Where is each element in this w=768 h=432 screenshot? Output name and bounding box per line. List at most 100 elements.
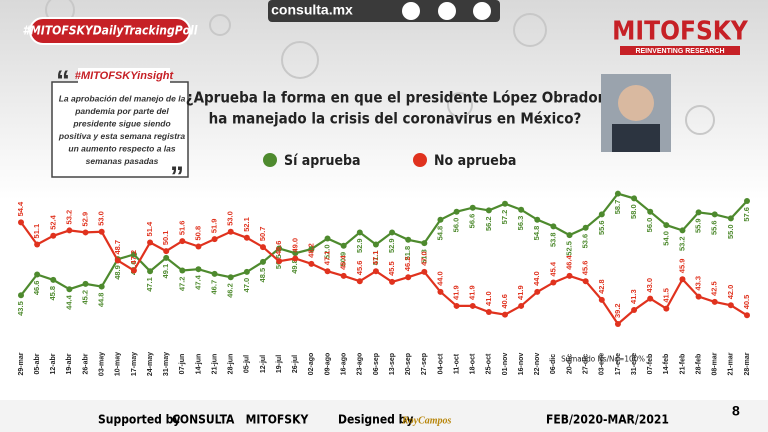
- data-label: 53.0: [226, 211, 235, 226]
- x-tick-label: 28-jun: [228, 354, 235, 375]
- x-tick-label: 04-oct: [437, 353, 444, 374]
- data-point: [308, 260, 315, 267]
- data-label: 47.1: [145, 277, 154, 292]
- data-point: [82, 280, 89, 287]
- data-label: 52.9: [387, 238, 396, 253]
- x-tick-label: 19-abr: [66, 353, 73, 374]
- insight-line: presidente sigue siendo: [72, 118, 170, 128]
- data-label: 47.1: [323, 251, 332, 266]
- data-point: [469, 302, 476, 309]
- x-tick-label: 13-sep: [389, 353, 396, 375]
- data-label: 41.5: [661, 288, 670, 303]
- facebook-icon[interactable]: [438, 2, 456, 20]
- x-tick-label: 20-sep: [405, 353, 412, 375]
- data-point: [744, 198, 750, 205]
- data-point: [82, 229, 89, 236]
- data-label: 57.6: [742, 207, 751, 222]
- x-tick-label: 16-nov: [518, 353, 525, 376]
- data-label: 47.0: [419, 251, 428, 266]
- data-label: 40.5: [742, 295, 751, 310]
- x-tick-label: 28-mar: [744, 352, 751, 375]
- x-tick-label: 01-nov: [502, 353, 509, 376]
- data-label: 52.9: [81, 212, 90, 227]
- x-tick-label: 20-dic: [566, 354, 573, 374]
- site-link[interactable]: consulta.mx: [271, 2, 353, 18]
- data-label: 42.5: [710, 281, 719, 296]
- data-label: 44.4: [64, 294, 73, 309]
- x-tick-label: 12-abr: [50, 353, 57, 374]
- designed-label: Designed by: [338, 413, 413, 427]
- data-point: [421, 240, 428, 247]
- data-label: 52.0: [323, 244, 332, 259]
- data-point: [453, 208, 460, 215]
- data-label: 45.6: [581, 261, 590, 276]
- data-point: [66, 227, 73, 234]
- data-point: [340, 272, 347, 279]
- data-label: 39.2: [613, 303, 622, 318]
- data-label: 50.8: [193, 226, 202, 241]
- data-label: 49.1: [161, 264, 170, 279]
- x-tick-label: 12-jul: [260, 355, 267, 373]
- youtube-icon[interactable]: [473, 2, 491, 20]
- data-point: [566, 272, 573, 279]
- data-label: 44.0: [435, 271, 444, 286]
- data-point: [292, 250, 299, 257]
- data-point: [98, 283, 105, 290]
- data-point: [18, 219, 24, 226]
- data-point: [324, 268, 331, 275]
- data-label: 51.8: [403, 246, 412, 261]
- data-point: [66, 286, 73, 293]
- data-point: [727, 215, 734, 222]
- data-point: [260, 244, 266, 251]
- x-tick-label: 25-oct: [486, 353, 493, 374]
- data-label: 55.0: [726, 224, 735, 239]
- designer: RoyCampos: [401, 415, 452, 426]
- x-tick-label: 02-ago: [308, 353, 315, 376]
- data-label: 55.9: [694, 218, 703, 233]
- chart: Sí aprueba No aprueba 29-mar 05-abr 12-abr 19…: [16, 153, 751, 376]
- series-line: [20, 192, 748, 296]
- data-label: 56.3: [516, 216, 525, 231]
- data-point: [534, 288, 541, 295]
- data-point: [34, 241, 41, 248]
- question-line: ¿Aprueba la forma en que el presidente L…: [186, 89, 605, 107]
- x-tick-label: 26-jul: [292, 355, 299, 373]
- data-point: [437, 216, 444, 223]
- data-point: [598, 211, 605, 218]
- data-label: 41.9: [468, 285, 477, 300]
- data-point: [485, 308, 492, 315]
- data-label: 54.8: [435, 226, 444, 241]
- data-label: 46.6: [32, 281, 41, 296]
- data-label: 48.9: [113, 265, 122, 280]
- series-line: [20, 221, 748, 326]
- data-point: [211, 270, 218, 277]
- insight-line: pandemia por parte del: [74, 106, 169, 116]
- data-point: [195, 266, 202, 273]
- x-tick-label: 27-dic: [583, 354, 590, 374]
- data-label: 49.0: [290, 238, 299, 253]
- data-point: [614, 190, 621, 197]
- data-point: [518, 302, 525, 309]
- data-point: [276, 258, 283, 265]
- x-tick-label: 21-mar: [728, 352, 735, 375]
- data-label: 43.5: [16, 301, 25, 316]
- quote-close: ”: [170, 160, 184, 191]
- data-label: 44.8: [97, 293, 106, 308]
- x-tick-label: 07-jun: [179, 354, 186, 375]
- data-label: 51.6: [177, 221, 186, 236]
- virus-pattern: [45, 0, 715, 135]
- data-label: 56.2: [484, 216, 493, 231]
- data-point: [534, 216, 541, 223]
- period: FEB/2020-MAR/2021: [546, 413, 669, 427]
- data-point: [308, 246, 315, 253]
- twitter-icon[interactable]: [402, 2, 420, 20]
- data-point: [695, 209, 702, 216]
- insight-line: positiva y esta semana registra: [58, 131, 185, 141]
- data-point: [324, 235, 331, 242]
- data-label: 56.0: [452, 218, 461, 233]
- hashtag-badge: [29, 17, 191, 45]
- data-label: 48.7: [113, 240, 122, 255]
- data-point: [50, 232, 57, 239]
- data-point: [179, 267, 186, 274]
